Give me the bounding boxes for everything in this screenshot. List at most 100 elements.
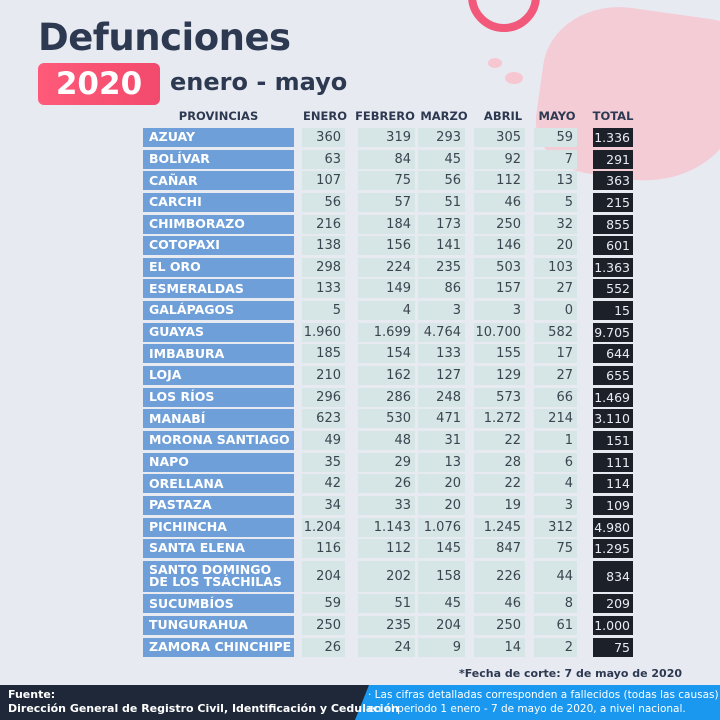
cell-mayo: 75 bbox=[534, 539, 577, 559]
cell-marzo: 20 bbox=[418, 474, 465, 494]
cell-marzo: 45 bbox=[418, 594, 465, 614]
cell-mayo: 582 bbox=[534, 322, 577, 342]
description-text: · Las cifras detalladas corresponden a f… bbox=[368, 689, 719, 715]
cell-total: 215 bbox=[593, 192, 633, 212]
cell-enero: 185 bbox=[302, 344, 345, 364]
cell-enero: 42 bbox=[302, 474, 345, 494]
cell-enero: 1.204 bbox=[302, 517, 345, 537]
header-provincias: PROVINCIAS bbox=[178, 109, 259, 123]
table-row: NAPO 35 29 13 28 6 111 bbox=[143, 452, 633, 472]
footer: Fuente: Dirección General de Registro Ci… bbox=[0, 685, 720, 720]
cell-mayo: 6 bbox=[534, 452, 577, 472]
cell-mayo: 2 bbox=[534, 637, 577, 657]
cell-febrero: 112 bbox=[358, 539, 415, 559]
cell-enero: 298 bbox=[302, 257, 345, 277]
cell-febrero: 75 bbox=[358, 171, 415, 191]
province-name: CHIMBORAZO bbox=[143, 214, 294, 234]
cell-total: 151 bbox=[593, 430, 633, 450]
cell-enero: 360 bbox=[302, 128, 345, 147]
province-name: ZAMORA CHINCHIPE bbox=[143, 637, 294, 657]
province-name: MANABÍ bbox=[143, 409, 294, 429]
cell-mayo: 32 bbox=[534, 214, 577, 234]
cell-enero: 138 bbox=[302, 236, 345, 256]
cell-mayo: 5 bbox=[534, 192, 577, 212]
province-name: SUCUMBÍOS bbox=[143, 594, 294, 614]
cell-total: 1.000 bbox=[593, 616, 633, 636]
province-name: CAÑAR bbox=[143, 171, 294, 191]
cell-total: 15 bbox=[593, 301, 633, 321]
province-name: BOLÍVAR bbox=[143, 149, 294, 169]
cell-mayo: 13 bbox=[534, 171, 577, 191]
cell-febrero: 84 bbox=[358, 149, 415, 169]
ring-decoration bbox=[468, 0, 540, 32]
cell-enero: 210 bbox=[302, 366, 345, 386]
cell-abril: 503 bbox=[474, 257, 525, 277]
header-enero: ENERO bbox=[303, 109, 347, 123]
cell-febrero: 224 bbox=[358, 257, 415, 277]
cell-marzo: 158 bbox=[418, 560, 465, 592]
cell-mayo: 8 bbox=[534, 594, 577, 614]
cell-febrero: 57 bbox=[358, 192, 415, 212]
cell-abril: 250 bbox=[474, 214, 525, 234]
cell-enero: 116 bbox=[302, 539, 345, 559]
cell-abril: 305 bbox=[474, 128, 525, 147]
cell-febrero: 319 bbox=[358, 128, 415, 147]
cell-total: 601 bbox=[593, 236, 633, 256]
cell-mayo: 27 bbox=[534, 279, 577, 299]
cell-febrero: 162 bbox=[358, 366, 415, 386]
cell-marzo: 145 bbox=[418, 539, 465, 559]
cell-abril: 14 bbox=[474, 637, 525, 657]
cell-total: 655 bbox=[593, 366, 633, 386]
cell-abril: 10.700 bbox=[474, 322, 525, 342]
deaths-table: AZUAY 360 319 293 305 59 1.336 BOLÍVAR 63 84 45 92 7… bbox=[143, 128, 633, 657]
cell-abril: 129 bbox=[474, 366, 525, 386]
cell-enero: 204 bbox=[302, 560, 345, 592]
cell-mayo: 4 bbox=[534, 474, 577, 494]
footer-info-panel bbox=[355, 685, 720, 720]
cell-marzo: 45 bbox=[418, 149, 465, 169]
cell-mayo: 214 bbox=[534, 409, 577, 429]
galapagos-island-decoration bbox=[505, 72, 523, 84]
cell-enero: 63 bbox=[302, 149, 345, 169]
cell-total: 291 bbox=[593, 149, 633, 169]
header-mayo: MAYO bbox=[538, 109, 576, 123]
source-label: Fuente: bbox=[8, 688, 56, 701]
cell-mayo: 312 bbox=[534, 517, 577, 537]
galapagos-island-decoration bbox=[488, 58, 502, 68]
cell-marzo: 4.764 bbox=[418, 322, 465, 342]
province-name: AZUAY bbox=[143, 128, 294, 147]
cell-abril: 847 bbox=[474, 539, 525, 559]
cell-marzo: 141 bbox=[418, 236, 465, 256]
cell-total: 3.110 bbox=[593, 409, 633, 429]
cell-abril: 226 bbox=[474, 560, 525, 592]
cell-marzo: 51 bbox=[418, 192, 465, 212]
table-row: COTOPAXI 138 156 141 146 20 601 bbox=[143, 236, 633, 256]
cell-mayo: 20 bbox=[534, 236, 577, 256]
province-name: ESMERALDAS bbox=[143, 279, 294, 299]
cell-abril: 3 bbox=[474, 301, 525, 321]
cell-mayo: 59 bbox=[534, 128, 577, 147]
cell-mayo: 44 bbox=[534, 560, 577, 592]
province-name: PICHINCHA bbox=[143, 517, 294, 537]
cell-febrero: 51 bbox=[358, 594, 415, 614]
cell-total: 114 bbox=[593, 474, 633, 494]
header-febrero: FEBRERO bbox=[355, 109, 415, 123]
cell-total: 1.295 bbox=[593, 539, 633, 559]
cell-febrero: 1.699 bbox=[358, 322, 415, 342]
table-row: SANTO DOMINGO DE LOS TSÁCHILAS 204 202 158 2… bbox=[143, 560, 633, 592]
province-name: PASTAZA bbox=[143, 495, 294, 515]
cell-total: 363 bbox=[593, 171, 633, 191]
province-name: SANTA ELENA bbox=[143, 539, 294, 559]
cell-enero: 35 bbox=[302, 452, 345, 472]
cell-enero: 216 bbox=[302, 214, 345, 234]
cell-total: 1.336 bbox=[593, 128, 633, 147]
cell-abril: 157 bbox=[474, 279, 525, 299]
province-name: TUNGURAHUA bbox=[143, 616, 294, 636]
cutoff-note: *Fecha de corte: 7 de mayo de 2020 bbox=[458, 667, 682, 680]
cell-mayo: 7 bbox=[534, 149, 577, 169]
cell-total: 75 bbox=[593, 637, 633, 657]
cell-total: 111 bbox=[593, 452, 633, 472]
cell-enero: 5 bbox=[302, 301, 345, 321]
cell-enero: 107 bbox=[302, 171, 345, 191]
cell-total: 644 bbox=[593, 344, 633, 364]
